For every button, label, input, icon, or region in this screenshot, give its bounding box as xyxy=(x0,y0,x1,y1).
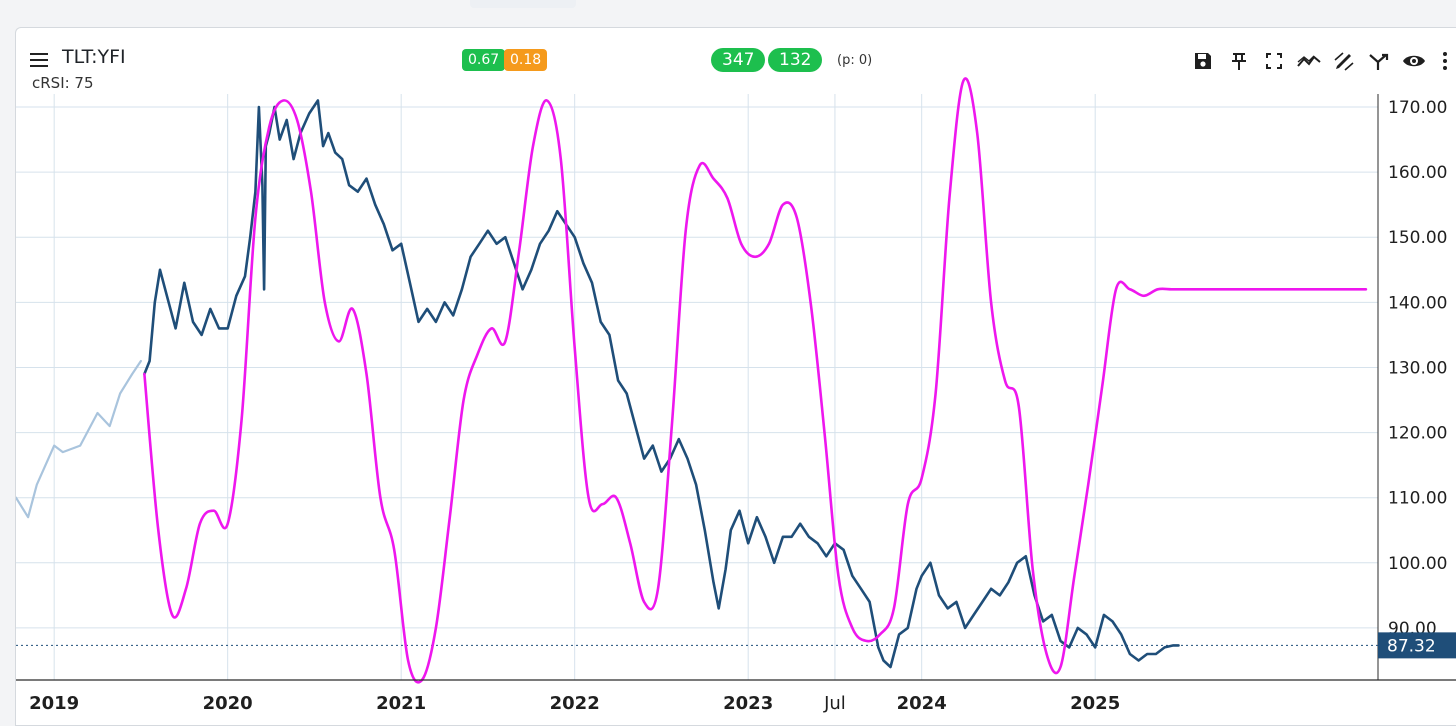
price-tag-bg xyxy=(1378,632,1456,659)
fullscreen-icon[interactable] xyxy=(1262,50,1286,72)
y-tick-label: 130.00 xyxy=(1388,358,1447,378)
x-tick-label: 2022 xyxy=(550,693,600,714)
badge-orange: 0.18 xyxy=(504,49,548,71)
fork-icon[interactable] xyxy=(1367,50,1391,72)
y-tick-label: 140.00 xyxy=(1388,293,1447,313)
x-tick-label: 2019 xyxy=(29,693,79,714)
save-icon[interactable] xyxy=(1191,50,1215,72)
x-tick-label: Jul xyxy=(823,693,846,714)
count-badge-b: 132 xyxy=(768,48,823,72)
price-tag-value: 87.32 xyxy=(1387,636,1436,656)
y-tick-label: 150.00 xyxy=(1388,228,1447,248)
top-tab xyxy=(470,0,576,8)
y-tick-label: 120.00 xyxy=(1388,424,1447,444)
y-tick-label: 110.00 xyxy=(1388,489,1447,509)
y-tick-label: 100.00 xyxy=(1388,554,1447,574)
p-value: (p: 0) xyxy=(837,53,873,68)
x-tick-label: 2021 xyxy=(376,693,426,714)
menu-icon[interactable] xyxy=(30,53,48,67)
chart-canvas[interactable]: 170.00 160.00 150.00 140.00 130.00 120.00 110.… xyxy=(16,28,1456,726)
count-badge-a: 347 xyxy=(711,48,766,72)
y-tick-label: 170.00 xyxy=(1388,98,1447,118)
y-axis-labels: 170.00 160.00 150.00 140.00 130.00 120.00 110.… xyxy=(1388,98,1447,639)
series-lines xyxy=(16,77,1368,684)
indicator-label: cRSI: 75 xyxy=(32,74,94,92)
x-axis: 2019 2020 2021 2022 2023 Jul 2024 2025 xyxy=(16,679,1456,714)
x-tick-label: 2020 xyxy=(203,693,253,714)
pin-icon[interactable] xyxy=(1227,50,1251,72)
last-price-tag: 87.32 xyxy=(1378,632,1456,659)
y-tick-label: 160.00 xyxy=(1388,163,1447,183)
badge-green: 0.67 xyxy=(462,49,506,71)
draw-icon[interactable] xyxy=(1332,50,1356,72)
x-tick-label: 2024 xyxy=(897,693,947,714)
series-line-price xyxy=(143,99,1180,669)
series-line-price-history xyxy=(16,359,142,519)
trend-icon[interactable] xyxy=(1297,50,1321,72)
symbol-title[interactable]: TLT:YFI xyxy=(62,46,126,68)
x-tick-label: 2025 xyxy=(1070,693,1120,714)
more-icon[interactable] xyxy=(1433,50,1456,72)
grid-lines xyxy=(16,94,1379,680)
chart-panel: 170.00 160.00 150.00 140.00 130.00 120.00 110.… xyxy=(15,27,1456,726)
series-line-crsi xyxy=(143,77,1368,684)
x-tick-label: 2023 xyxy=(723,693,773,714)
eye-icon[interactable] xyxy=(1402,50,1426,72)
